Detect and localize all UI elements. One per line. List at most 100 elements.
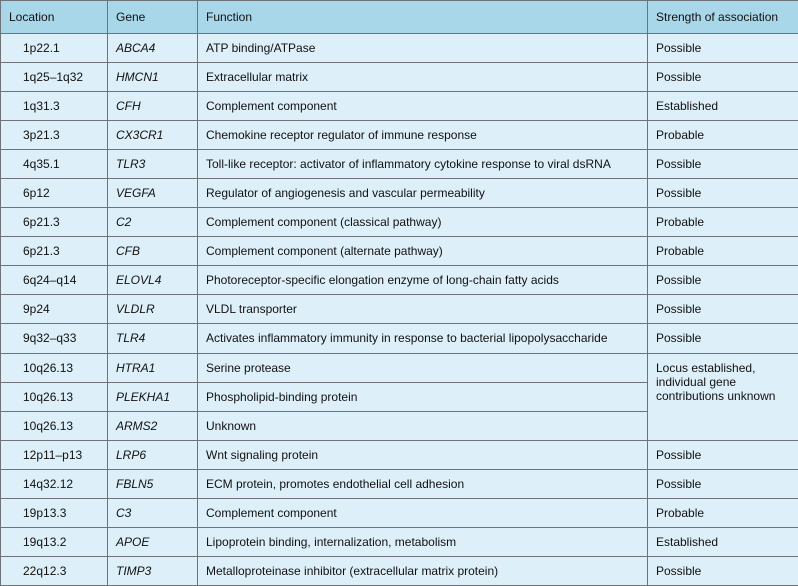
gene-cell: TIMP3 (107, 555, 198, 586)
strength-cell: Possible (647, 178, 798, 209)
location-cell: 14q32.12 (0, 468, 108, 499)
location-cell: 6p21.3 (0, 236, 108, 267)
location-cell: 22q12.3 (0, 555, 108, 586)
gene-cell: FBLN5 (107, 468, 198, 499)
function-cell: Complement component (197, 497, 648, 528)
header-cell: Location (0, 0, 108, 34)
table-row: 1q25–1q32 HMCN1 Extracellular matrix Possib… (0, 62, 798, 93)
strength-cell: Possible (647, 439, 798, 470)
table-body: 1p22.1 ABCA4 ATP binding/ATPase Possible 1q2… (0, 32, 798, 586)
table-row: 6p21.3 CFB Complement component (alternate… (0, 236, 798, 267)
gene-cell: TLR3 (107, 149, 198, 180)
strength-cell: Possible (647, 32, 798, 64)
function-cell: ATP binding/ATPase (197, 32, 648, 64)
function-cell: Extracellular matrix (197, 62, 648, 93)
location-cell: 6q24–q14 (0, 265, 108, 296)
function-cell: Photoreceptor-specific elongation enzyme… (197, 265, 648, 296)
table-row: 12p11–p13 LRP6 Wnt signaling protein Possib… (0, 439, 798, 470)
gene-cell: CX3CR1 (107, 120, 198, 151)
table-row: 6p21.3 C2 Complement component (classical … (0, 207, 798, 238)
strength-cell: Probable (647, 207, 798, 238)
function-cell: VLDL transporter (197, 294, 648, 325)
strength-cell: Locus established, individual gene contr… (647, 352, 798, 441)
location-cell: 10q26.13 (0, 410, 108, 441)
strength-cell: Possible (647, 294, 798, 325)
gene-cell: ELOVL4 (107, 265, 198, 296)
table-row: 4q35.1 TLR3 Toll-like receptor: activator … (0, 149, 798, 180)
strength-cell: Possible (647, 323, 798, 354)
strength-cell: Possible (647, 555, 798, 586)
function-cell: Serine protease (197, 352, 648, 383)
strength-cell: Possible (647, 62, 798, 93)
table-row: 10q26.13 ARMS2 Unknown (0, 410, 798, 441)
location-cell: 19q13.2 (0, 526, 108, 557)
gene-cell: APOE (107, 526, 198, 557)
function-cell: ECM protein, promotes endothelial cell a… (197, 468, 648, 499)
function-cell: Wnt signaling protein (197, 439, 648, 470)
location-cell: 12p11–p13 (0, 439, 108, 470)
header-cell: Strength of association (647, 0, 798, 34)
table-row: 10q26.13 HTRA1 Serine protease Locus establ… (0, 352, 798, 441)
table-row: 19p13.3 C3 Complement component Probable (0, 497, 798, 528)
function-cell: Unknown (197, 410, 648, 441)
location-cell: 6p21.3 (0, 207, 108, 238)
table-row: 10q26.13 PLEKHA1 Phospholipid-binding prot… (0, 381, 798, 412)
strength-cell: Probable (647, 236, 798, 267)
function-cell: Regulator of angiogenesis and vascular p… (197, 178, 648, 209)
location-cell: 4q35.1 (0, 149, 108, 180)
table-row: 9q32–q33 TLR4 Activates inflammatory immun… (0, 323, 798, 354)
function-cell: Phospholipid-binding protein (197, 381, 648, 412)
table-row: 1p22.1 ABCA4 ATP binding/ATPase Possible (0, 32, 798, 64)
location-cell: 9q32–q33 (0, 323, 108, 354)
table-row: 22q12.3 TIMP3 Metalloproteinase inhibitor … (0, 555, 798, 586)
gene-cell: PLEKHA1 (107, 381, 198, 412)
gene-cell: VEGFA (107, 178, 198, 209)
location-cell: 3p21.3 (0, 120, 108, 151)
strength-cell: Possible (647, 468, 798, 499)
gene-cell: HTRA1 (107, 352, 198, 383)
gene-cell: TLR4 (107, 323, 198, 354)
function-cell: Activates inflammatory immunity in respo… (197, 323, 648, 354)
location-cell: 10q26.13 (0, 381, 108, 412)
gene-cell: HMCN1 (107, 62, 198, 93)
table-row: 14q32.12 FBLN5 ECM protein, promotes endot… (0, 468, 798, 499)
table-row: 6p12 VEGFA Regulator of angiogenesis and v… (0, 178, 798, 209)
table-row: 1q31.3 CFH Complement component Established (0, 91, 798, 122)
location-cell: 9p24 (0, 294, 108, 325)
location-cell: 1q25–1q32 (0, 62, 108, 93)
location-cell: 1p22.1 (0, 32, 108, 64)
function-cell: Chemokine receptor regulator of immune r… (197, 120, 648, 151)
gene-cell: ARMS2 (107, 410, 198, 441)
location-cell: 6p12 (0, 178, 108, 209)
gene-cell: C3 (107, 497, 198, 528)
strength-cell: Possible (647, 149, 798, 180)
location-cell: 10q26.13 (0, 352, 108, 383)
gene-cell: ABCA4 (107, 32, 198, 64)
gene-cell: CFH (107, 91, 198, 122)
table-row: 19q13.2 APOE Lipoprotein binding, internal… (0, 526, 798, 557)
gene-cell: CFB (107, 236, 198, 267)
gene-cell: C2 (107, 207, 198, 238)
header-cell: Function (197, 0, 648, 34)
location-cell: 19p13.3 (0, 497, 108, 528)
function-cell: Metalloproteinase inhibitor (extracellul… (197, 555, 648, 586)
function-cell: Lipoprotein binding, internalization, me… (197, 526, 648, 557)
table-row: 6q24–q14 ELOVL4 Photoreceptor-specific elo… (0, 265, 798, 296)
gene-cell: VLDLR (107, 294, 198, 325)
strength-cell: Established (647, 526, 798, 557)
function-cell: Complement component (197, 91, 648, 122)
function-cell: Toll-like receptor: activator of inflamm… (197, 149, 648, 180)
table-row: 9p24 VLDLR VLDL transporter Possible (0, 294, 798, 325)
strength-cell: Possible (647, 265, 798, 296)
strength-cell: Established (647, 91, 798, 122)
strength-cell: Probable (647, 120, 798, 151)
function-cell: Complement component (alternate pathway) (197, 236, 648, 267)
function-cell: Complement component (classical pathway) (197, 207, 648, 238)
table-row: 3p21.3 CX3CR1 Chemokine receptor regulator… (0, 120, 798, 151)
strength-cell: Probable (647, 497, 798, 528)
location-cell: 1q31.3 (0, 91, 108, 122)
gene-cell: LRP6 (107, 439, 198, 470)
header-cell: Gene (107, 0, 198, 34)
